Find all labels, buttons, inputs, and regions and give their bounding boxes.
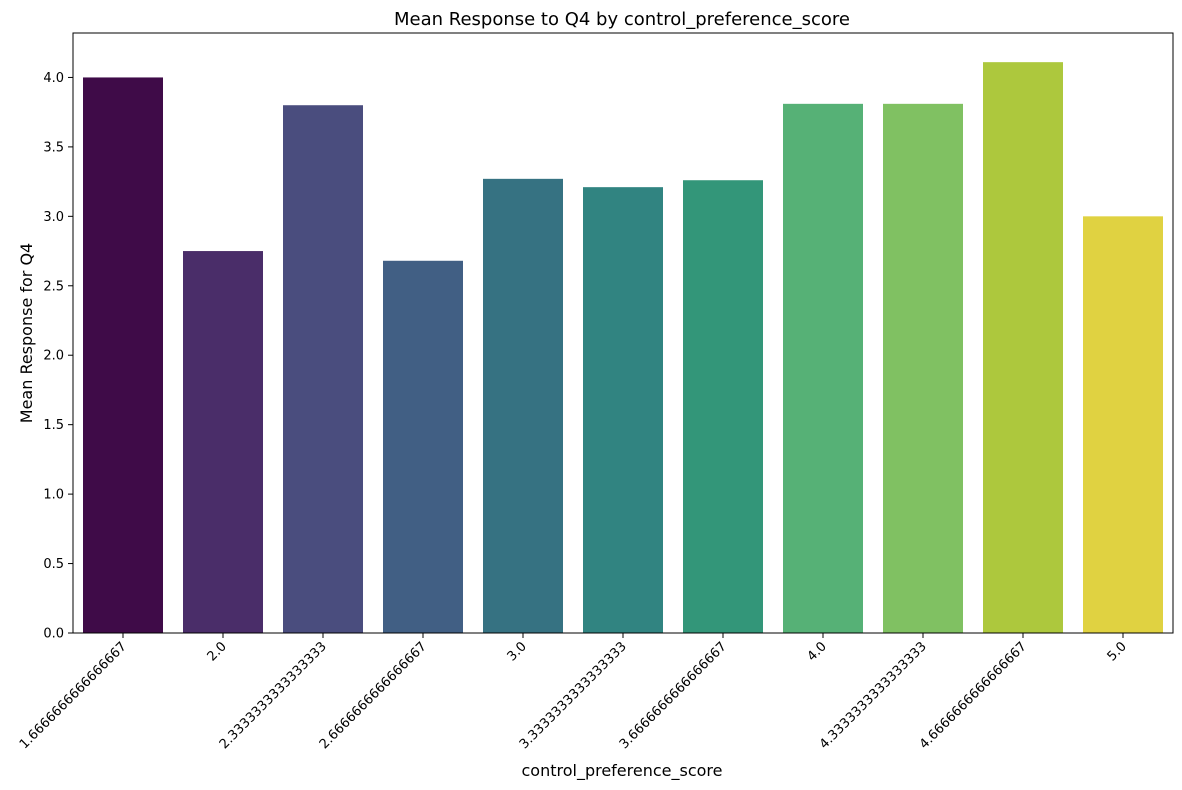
y-axis-label: Mean Response for Q4 xyxy=(17,243,36,423)
y-tick-label: 1.0 xyxy=(43,488,64,503)
bar-3 xyxy=(383,260,463,633)
y-tick-label: 4.0 xyxy=(43,71,64,86)
y-axis: 0.0 0.5 1.0 1.5 2.0 2.5 3.0 3.5 4.0 xyxy=(43,71,73,642)
x-tick-label: 2.0 xyxy=(205,639,230,664)
bar-9 xyxy=(983,62,1063,633)
x-tick-label: 2.6666666666666667 xyxy=(317,639,430,752)
x-tick-label: 1.6666666666666667 xyxy=(17,639,130,752)
bar-5 xyxy=(583,187,663,633)
bar-8 xyxy=(883,103,963,634)
bar-10 xyxy=(1083,216,1163,634)
y-tick-label: 2.5 xyxy=(43,279,64,294)
y-tick-label: 3.0 xyxy=(43,210,64,225)
y-tick-label: 0.0 xyxy=(43,627,64,642)
x-tick-label: 4.0 xyxy=(805,639,830,664)
y-tick-label: 3.5 xyxy=(43,140,64,155)
x-tick-label: 4.3333333333333333 xyxy=(817,639,930,752)
bar-6 xyxy=(683,180,763,633)
y-tick-label: 0.5 xyxy=(43,557,64,572)
bar-7 xyxy=(783,103,863,634)
bars-group xyxy=(83,62,1163,634)
x-axis-label: control_preference_score xyxy=(521,761,722,781)
x-tick-label: 3.0 xyxy=(505,639,530,664)
y-tick-label: 1.5 xyxy=(43,418,64,433)
chart-title: Mean Response to Q4 by control_preferenc… xyxy=(394,9,850,30)
x-tick-label: 3.3333333333333333 xyxy=(517,639,630,752)
x-tick-label: 5.0 xyxy=(1105,639,1130,664)
y-tick-label: 2.0 xyxy=(43,349,64,364)
x-tick-label: 3.6666666666666667 xyxy=(617,639,730,752)
bar-1 xyxy=(183,251,263,634)
bar-0 xyxy=(83,77,163,633)
x-axis: 1.6666666666666667 2.02.33333333333333332… xyxy=(17,633,1130,752)
bar-4 xyxy=(483,178,563,634)
bar-2 xyxy=(283,105,363,633)
x-tick-label: 4.6666666666666667 xyxy=(917,639,1030,752)
x-tick-label: 2.3333333333333333 xyxy=(217,639,330,752)
